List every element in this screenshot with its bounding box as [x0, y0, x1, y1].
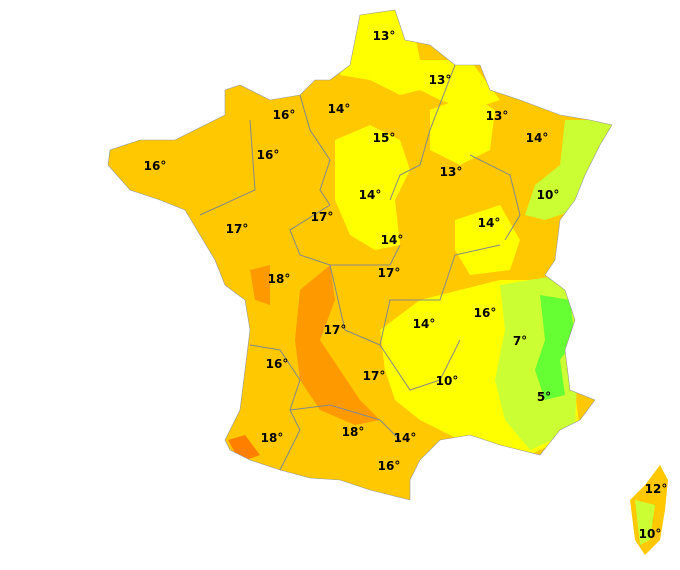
temperature-label: 16° [265, 357, 289, 371]
temperature-label: 18° [341, 425, 365, 439]
zone-yellowgreen-vosges [525, 120, 612, 220]
temperature-label: 14° [358, 188, 382, 202]
temperature-label: 14° [477, 216, 501, 230]
zone-yellow-east [455, 205, 520, 275]
temperature-label: 14° [393, 431, 417, 445]
temperature-label: 10° [536, 188, 560, 202]
zone-deeporange-pyrenees [228, 435, 260, 462]
temperature-label: 7° [512, 334, 528, 348]
temperature-label: 18° [267, 272, 291, 286]
region-borders [199, 64, 521, 471]
temperature-label: 17° [323, 323, 347, 337]
temperature-label: 16° [473, 306, 497, 320]
zone-yellow-center [335, 125, 410, 250]
temperature-label: 14° [380, 233, 404, 247]
temperature-label: 14° [525, 131, 549, 145]
temperature-label: 16° [377, 459, 401, 473]
temperature-label: 10° [435, 374, 459, 388]
temperature-label: 14° [327, 102, 351, 116]
corsica-yellow-zone [635, 500, 655, 545]
temperature-label: 16° [143, 159, 167, 173]
temperature-label: 17° [377, 266, 401, 280]
temperature-label: 10° [638, 527, 662, 541]
temperature-label: 16° [272, 108, 296, 122]
zone-yellow-north [340, 10, 500, 110]
temperature-label: 13° [428, 73, 452, 87]
temperature-label: 5° [536, 390, 552, 404]
temperature-label: 13° [439, 165, 463, 179]
zone-green-alps [535, 295, 575, 400]
temperature-label: 17° [310, 210, 334, 224]
temperature-label: 13° [485, 109, 509, 123]
zone-darkorange-west [250, 265, 270, 305]
zone-yellow-northeast [430, 95, 495, 165]
temperature-label: 16° [256, 148, 280, 162]
temperature-label: 18° [260, 431, 284, 445]
temperature-label: 15° [372, 131, 396, 145]
temperature-label: 17° [362, 369, 386, 383]
temperature-label: 13° [372, 29, 396, 43]
temperature-label: 14° [412, 317, 436, 331]
zone-darkorange-southwest [295, 265, 380, 425]
temperature-label: 17° [225, 222, 249, 236]
temperature-label: 12° [644, 482, 668, 496]
